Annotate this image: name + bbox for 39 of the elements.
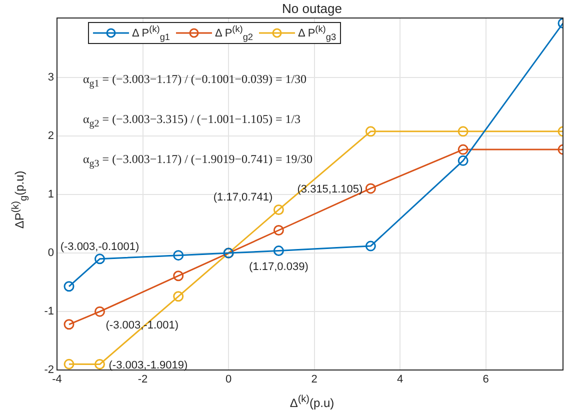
annotation: (-3.003,-0.1001) xyxy=(60,240,140,253)
point xyxy=(64,358,74,370)
x-tick-label: -4 xyxy=(52,374,62,386)
point xyxy=(173,270,184,282)
annotation: α$_{g2}$ = (−3.003−3.315) / (−1.001−1.105) = 1/3 xyxy=(83,112,301,130)
point xyxy=(173,291,184,302)
x-tick-label: 2 xyxy=(311,374,318,386)
point xyxy=(365,126,376,137)
y-tick-label: 3 xyxy=(48,72,54,84)
y-tick-label: 0 xyxy=(48,247,54,260)
point xyxy=(458,144,468,155)
chart-title: No outage xyxy=(281,0,343,17)
point xyxy=(365,240,376,252)
point xyxy=(365,183,376,194)
point xyxy=(273,246,284,256)
y-tick-label: -2 xyxy=(44,364,54,376)
point xyxy=(64,281,74,292)
point xyxy=(94,254,106,264)
x-tick-label: 4 xyxy=(396,374,404,386)
point xyxy=(458,126,468,137)
annotation: α$_{g1}$ = (−3.003−1.17) / (−0.1001−0.039) = 1/30 xyxy=(83,72,307,90)
point xyxy=(94,306,106,317)
y-tick-label: 1 xyxy=(48,188,54,201)
point xyxy=(64,319,74,330)
x-axis-title: Δ$^{(k)}$(p.u) xyxy=(288,394,336,410)
y-tick-label: -1 xyxy=(44,306,54,318)
annotation: (1.17,0.741) xyxy=(213,192,273,204)
annotation: α$_{g3}$ = (−3.003−1.17) / (−1.9019−0.741) = 19/30 xyxy=(83,152,313,170)
x-tick-label: -2 xyxy=(138,374,148,386)
point xyxy=(273,225,284,236)
x-tick-label: 6 xyxy=(482,374,489,386)
point xyxy=(273,204,284,215)
point xyxy=(458,155,468,166)
annotation: (1.17,0.039) xyxy=(249,260,308,273)
annotation: (-3.003,-1.9019) xyxy=(108,359,188,372)
x-tick-label: 0 xyxy=(225,374,232,386)
point xyxy=(173,250,184,261)
y-tick-label: 2 xyxy=(48,130,54,142)
point xyxy=(94,359,106,370)
